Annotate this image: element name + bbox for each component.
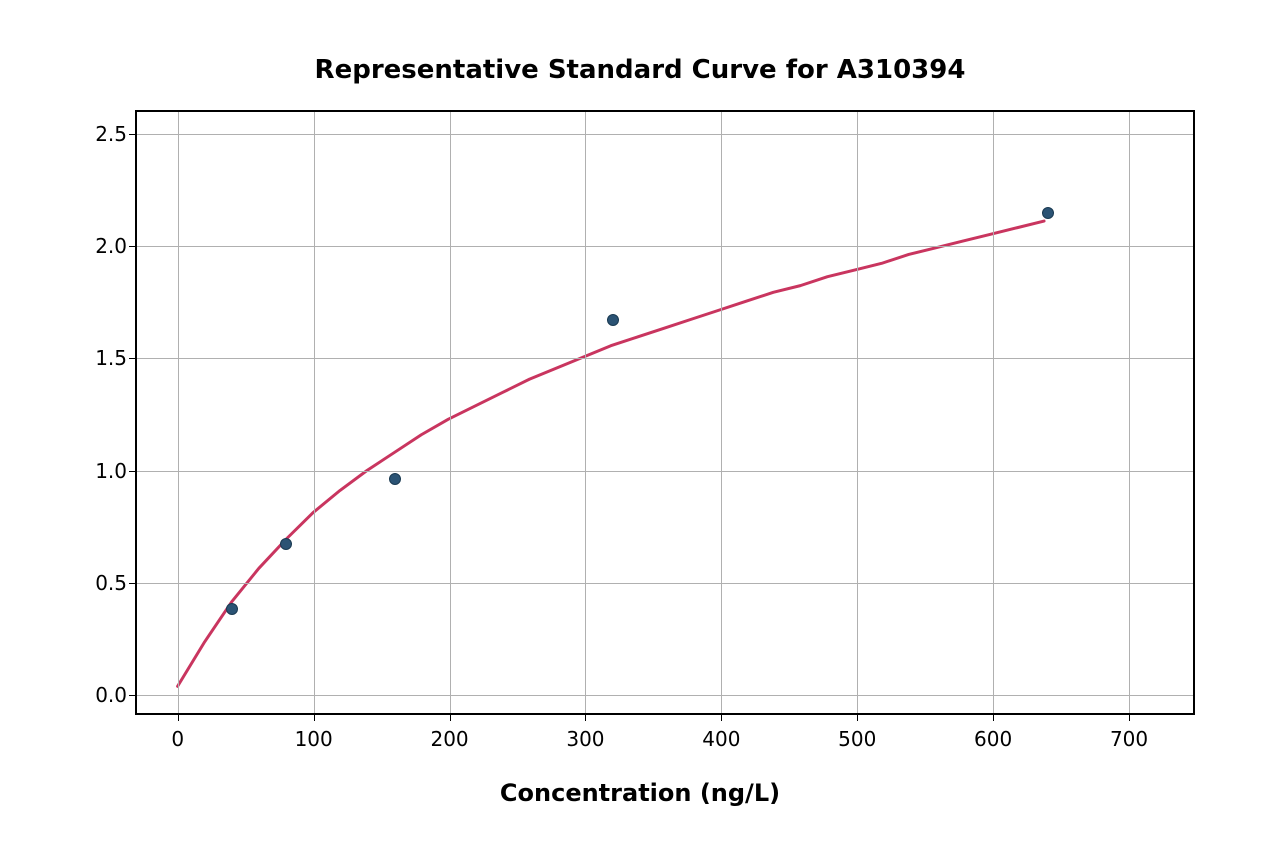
x-tick-label: 400 [702,727,740,751]
grid-line-vertical [450,112,451,713]
grid-line-vertical [993,112,994,713]
x-tick [585,715,586,721]
x-tick [721,715,722,721]
x-tick [314,715,315,721]
y-tick-label: 0.5 [87,571,127,595]
grid-line-vertical [585,112,586,713]
x-tick [993,715,994,721]
y-tick-label: 2.5 [87,122,127,146]
data-point [280,538,292,550]
y-tick [129,134,135,135]
y-tick [129,471,135,472]
x-tick-label: 700 [1110,727,1148,751]
grid-line-horizontal [137,246,1193,247]
y-tick-label: 2.0 [87,234,127,258]
grid-line-vertical [721,112,722,713]
x-tick-label: 600 [974,727,1012,751]
data-point [1042,207,1054,219]
x-tick-label: 300 [566,727,604,751]
data-point [389,473,401,485]
grid-line-horizontal [137,471,1193,472]
y-tick [129,358,135,359]
fitted-curve [137,112,1193,713]
grid-line-vertical [314,112,315,713]
grid-line-vertical [1129,112,1130,713]
y-tick [129,695,135,696]
plot-area: 01002003004005006007000.00.51.01.52.02.5 [135,110,1195,715]
x-tick-label: 0 [171,727,184,751]
chart-title: Representative Standard Curve for A31039… [0,55,1280,85]
x-tick [450,715,451,721]
x-tick [178,715,179,721]
x-tick [857,715,858,721]
chart-container: Representative Standard Curve for A31039… [0,0,1280,845]
grid-line-horizontal [137,134,1193,135]
y-tick [129,246,135,247]
x-tick [1129,715,1130,721]
x-tick-label: 100 [295,727,333,751]
data-point [226,603,238,615]
x-tick-label: 200 [430,727,468,751]
y-tick-label: 1.0 [87,459,127,483]
y-tick [129,583,135,584]
grid-line-vertical [857,112,858,713]
y-tick-label: 1.5 [87,346,127,370]
grid-line-horizontal [137,583,1193,584]
grid-line-horizontal [137,695,1193,696]
data-point [607,314,619,326]
x-axis-label: Concentration (ng/L) [0,779,1280,807]
x-tick-label: 500 [838,727,876,751]
grid-line-horizontal [137,358,1193,359]
grid-line-vertical [178,112,179,713]
y-tick-label: 0.0 [87,683,127,707]
